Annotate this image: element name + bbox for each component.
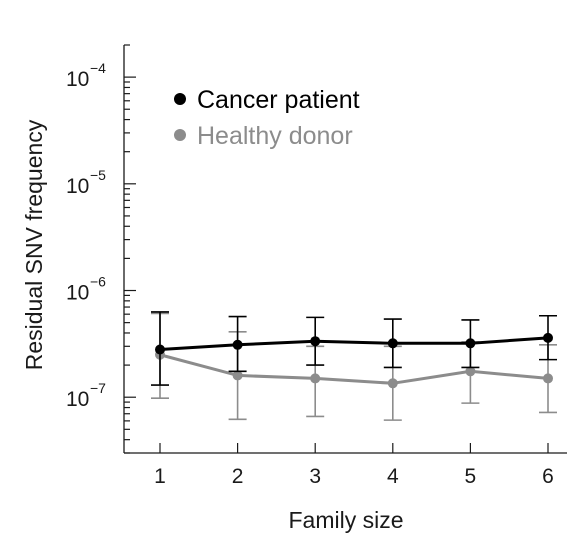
data-point-cancer-patient — [310, 336, 321, 347]
y-tick-label: 10 — [66, 388, 89, 411]
x-axis-ticks: 1 2 3 4 5 6 — [154, 443, 554, 488]
legend-label-healthy-donor: Healthy donor — [197, 122, 353, 150]
data-point-cancer-patient — [543, 332, 553, 343]
x-tick-label: 6 — [542, 465, 554, 488]
x-tick-label: 5 — [465, 465, 477, 488]
x-tick-label: 2 — [232, 465, 244, 488]
data-point-cancer-patient — [465, 338, 476, 349]
series-line-cancer-patient — [159, 336, 549, 351]
legend-label-cancer-patient: Cancer patient — [197, 86, 360, 114]
data-point-cancer-patient — [155, 344, 165, 355]
data-point-cancer-patient — [232, 339, 243, 350]
y-axis-label: Residual SNV frequency — [21, 119, 47, 370]
data-point-healthy-donor — [232, 370, 243, 381]
y-tick-label-exponent: −5 — [90, 167, 106, 183]
data-point-cancer-patient — [387, 338, 398, 349]
legend-marker-healthy-donor — [174, 129, 186, 141]
data-point-healthy-donor — [465, 366, 476, 377]
series-layer — [151, 311, 557, 421]
series-line-healthy-donor — [159, 353, 549, 385]
x-tick-label: 3 — [309, 465, 321, 488]
x-tick-label: 1 — [154, 465, 166, 488]
y-tick-label: 10 — [66, 68, 89, 91]
y-tick-label-exponent: −4 — [90, 60, 106, 76]
data-point-healthy-donor — [543, 373, 553, 384]
y-tick-label-exponent: −6 — [90, 274, 106, 290]
x-tick-label: 4 — [387, 465, 399, 488]
y-tick-label: 10 — [66, 282, 89, 305]
legend-marker-cancer-patient — [174, 93, 186, 105]
data-point-healthy-donor — [387, 378, 398, 389]
x-axis-label: Family size — [288, 507, 403, 533]
series-healthy-donor — [151, 312, 557, 421]
series-cancer-patient — [151, 311, 557, 386]
y-tick-label-exponent: −7 — [90, 380, 106, 396]
y-axis-ticks: 10−710−610−510−4 — [66, 44, 136, 454]
legend: Cancer patient Healthy donor — [174, 86, 360, 150]
axes — [123, 45, 567, 454]
y-tick-label: 10 — [66, 175, 89, 198]
data-point-healthy-donor — [310, 373, 321, 384]
